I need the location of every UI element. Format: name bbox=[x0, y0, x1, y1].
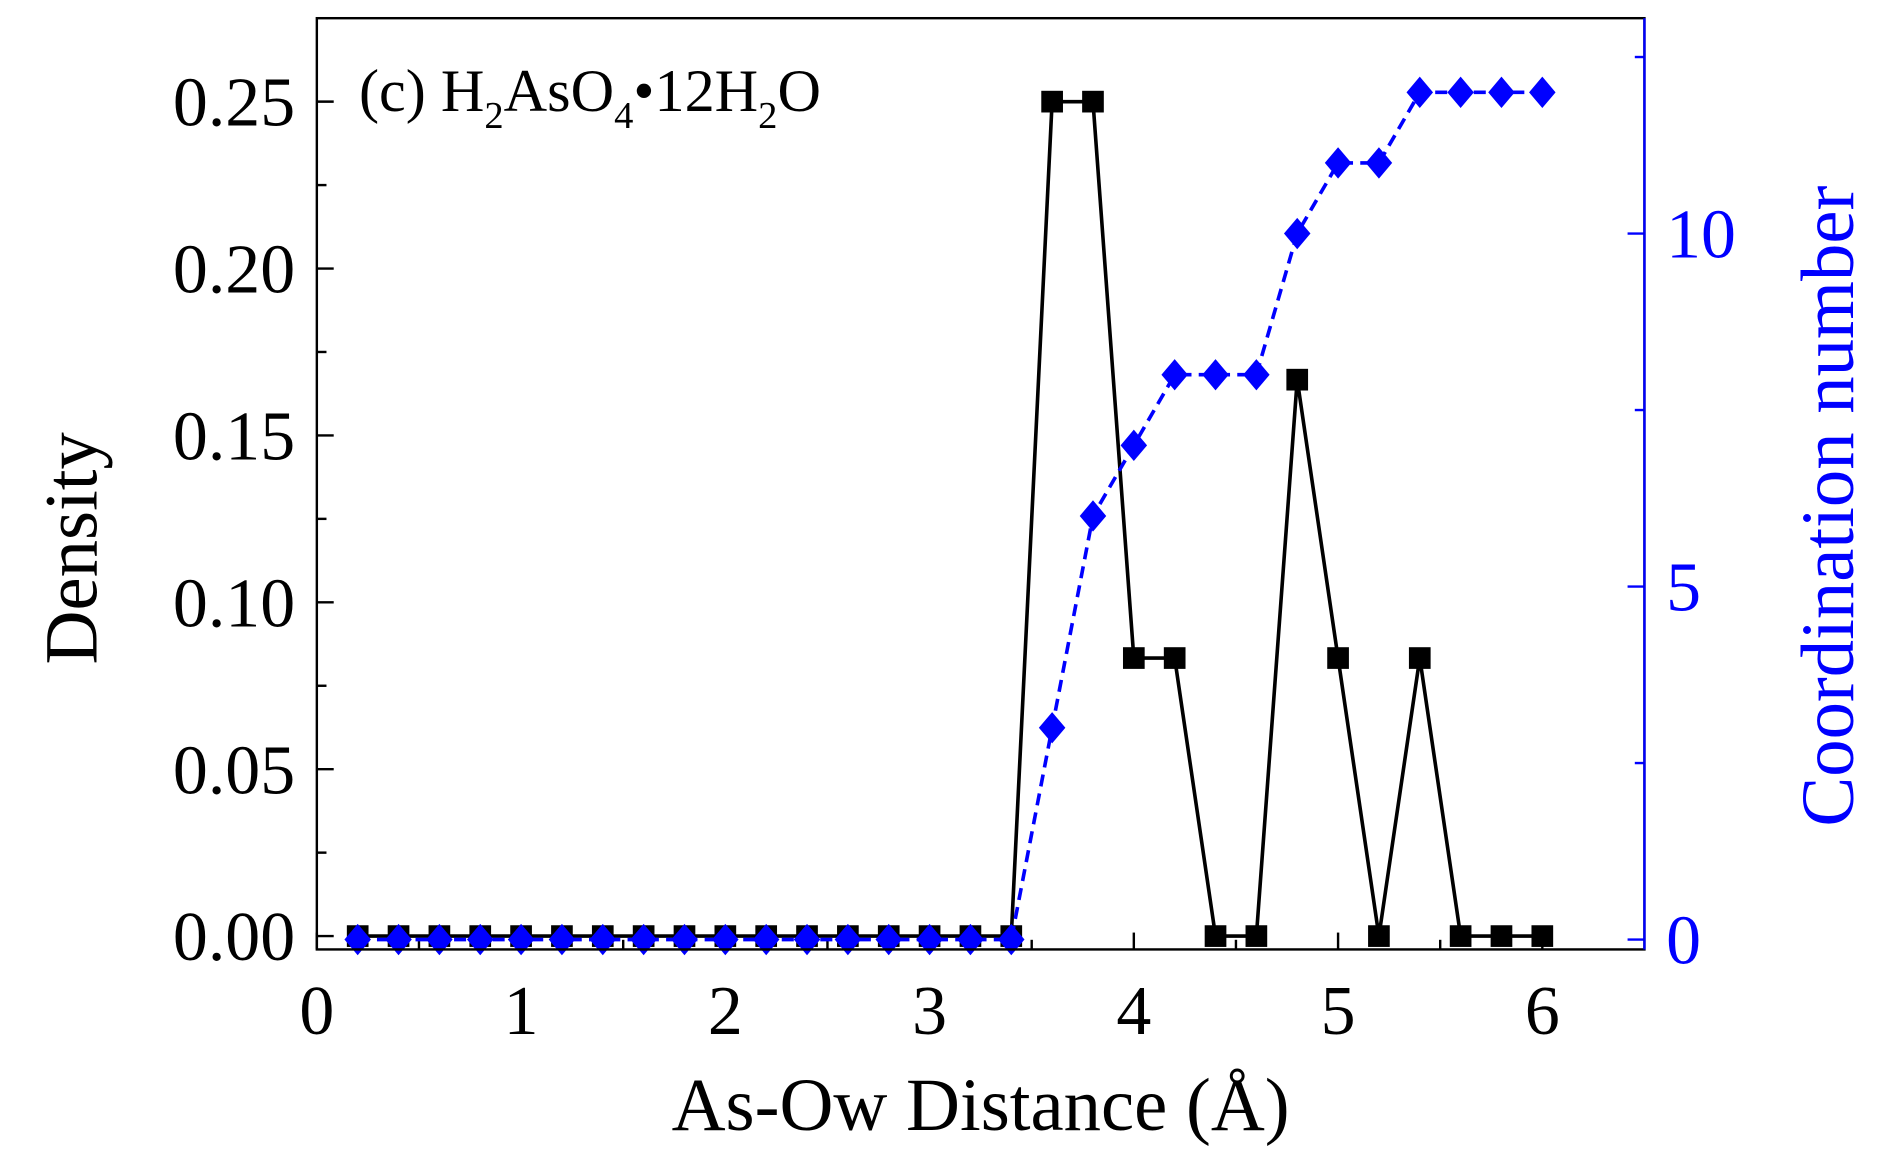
data-point-density bbox=[1531, 925, 1554, 947]
axis-ticks: 0 1 2 3 4 5 6 0.00 0.05 0.10 0.15 0.20 0.25 0 5 10 bbox=[173, 55, 1736, 1050]
data-point-coordination bbox=[752, 923, 780, 956]
data-point-coordination bbox=[1365, 147, 1393, 179]
data-point-density bbox=[1041, 90, 1063, 113]
data-point-density bbox=[1082, 90, 1104, 113]
x-tick-label: 5 bbox=[1321, 973, 1356, 1050]
data-point-coordination bbox=[1406, 76, 1434, 108]
data-point-coordination bbox=[1447, 76, 1474, 108]
x-tick-label: 4 bbox=[1116, 973, 1151, 1050]
y-tick-label: 0.05 bbox=[173, 732, 295, 809]
data-point-coordination bbox=[1120, 429, 1148, 461]
x-tick-label: 1 bbox=[504, 973, 539, 1050]
data-point-coordination bbox=[712, 923, 739, 956]
chart-annotation: (c) H2AsO4•12H2O bbox=[359, 58, 821, 137]
data-point-coordination bbox=[344, 923, 371, 956]
data-point-coordination bbox=[1324, 147, 1352, 179]
x-tick-label: 3 bbox=[912, 973, 947, 1050]
y-axis-label: Density bbox=[30, 431, 113, 664]
data-point-density bbox=[1245, 925, 1268, 947]
data-point-coordination bbox=[916, 923, 943, 956]
data-point-coordination bbox=[507, 923, 535, 956]
data-point-coordination bbox=[426, 923, 453, 956]
y2-tick-label: 10 bbox=[1666, 197, 1736, 274]
x-axis-label: As-Ow Distance (Å) bbox=[672, 1064, 1290, 1147]
x-tick-label: 0 bbox=[299, 973, 334, 1050]
series-layer bbox=[344, 76, 1556, 956]
y-tick-label: 0.20 bbox=[173, 232, 295, 309]
y2-tick-label: 5 bbox=[1666, 550, 1701, 627]
x-tick-label: 6 bbox=[1525, 973, 1560, 1050]
data-point-density bbox=[1286, 368, 1309, 391]
data-point-coordination bbox=[793, 923, 821, 956]
series-line-density bbox=[357, 99, 1543, 938]
data-point-density bbox=[1490, 925, 1513, 947]
data-point-coordination bbox=[1202, 359, 1229, 391]
data-point-coordination bbox=[1038, 712, 1066, 744]
data-point-coordination bbox=[1529, 76, 1556, 108]
data-point-coordination bbox=[1283, 217, 1311, 250]
data-point-coordination bbox=[548, 923, 576, 956]
plot-frame bbox=[315, 16, 1646, 951]
data-point-coordination bbox=[1161, 359, 1188, 391]
data-point-density bbox=[1204, 925, 1227, 947]
y-tick-label: 0.10 bbox=[173, 565, 295, 642]
data-point-coordination bbox=[1079, 500, 1107, 532]
data-point-coordination bbox=[671, 923, 698, 956]
data-point-coordination bbox=[875, 923, 902, 956]
data-point-density bbox=[1122, 647, 1145, 669]
data-point-density bbox=[1408, 647, 1431, 669]
y2-tick-label: 0 bbox=[1666, 903, 1701, 980]
data-point-density bbox=[1449, 925, 1472, 947]
x-tick-label: 2 bbox=[708, 973, 743, 1050]
y2-axis-label: Coordination number bbox=[1787, 185, 1870, 826]
y-tick-label: 0.25 bbox=[173, 65, 295, 142]
series-line-coordination-number bbox=[357, 90, 1543, 942]
y-tick-label: 0.00 bbox=[173, 899, 295, 976]
data-point-coordination bbox=[385, 923, 412, 956]
data-point-coordination bbox=[589, 923, 617, 956]
y-tick-label: 0.15 bbox=[173, 399, 295, 476]
data-point-coordination bbox=[834, 923, 862, 956]
data-point-density bbox=[1327, 647, 1349, 669]
data-point-coordination bbox=[1488, 76, 1515, 108]
data-point-density bbox=[1368, 925, 1390, 947]
data-point-coordination bbox=[957, 923, 984, 956]
data-point-density bbox=[1163, 647, 1186, 669]
data-point-coordination bbox=[1243, 359, 1270, 391]
data-point-coordination bbox=[630, 923, 657, 956]
data-point-coordination bbox=[998, 923, 1025, 956]
